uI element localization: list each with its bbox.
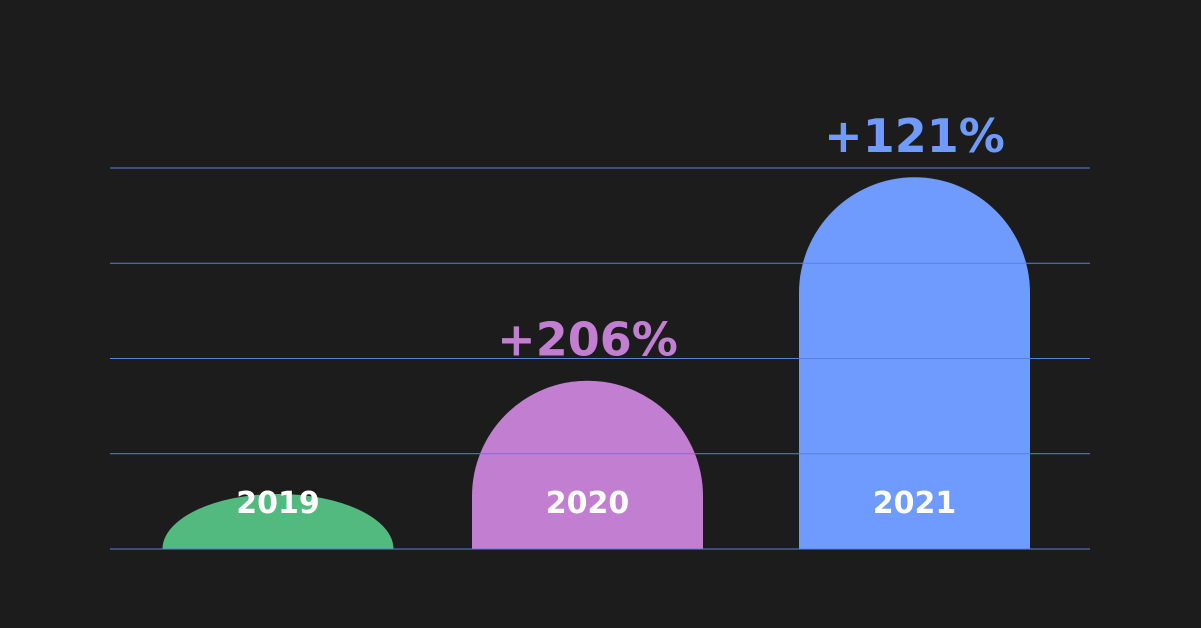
bars <box>162 177 1030 549</box>
bar-2020 <box>472 380 703 549</box>
change-label-2020: +206% <box>497 313 678 367</box>
labels: 2019 2020 +206% 2021 +121% <box>236 109 1005 521</box>
bar-2021 <box>799 177 1030 549</box>
change-label-2021: +121% <box>824 109 1005 163</box>
category-label-2019: 2019 <box>236 486 320 521</box>
category-label-2020: 2020 <box>546 486 630 521</box>
bar-2019 <box>162 494 394 549</box>
category-label-2021: 2021 <box>873 486 957 521</box>
gridlines <box>110 167 1090 550</box>
